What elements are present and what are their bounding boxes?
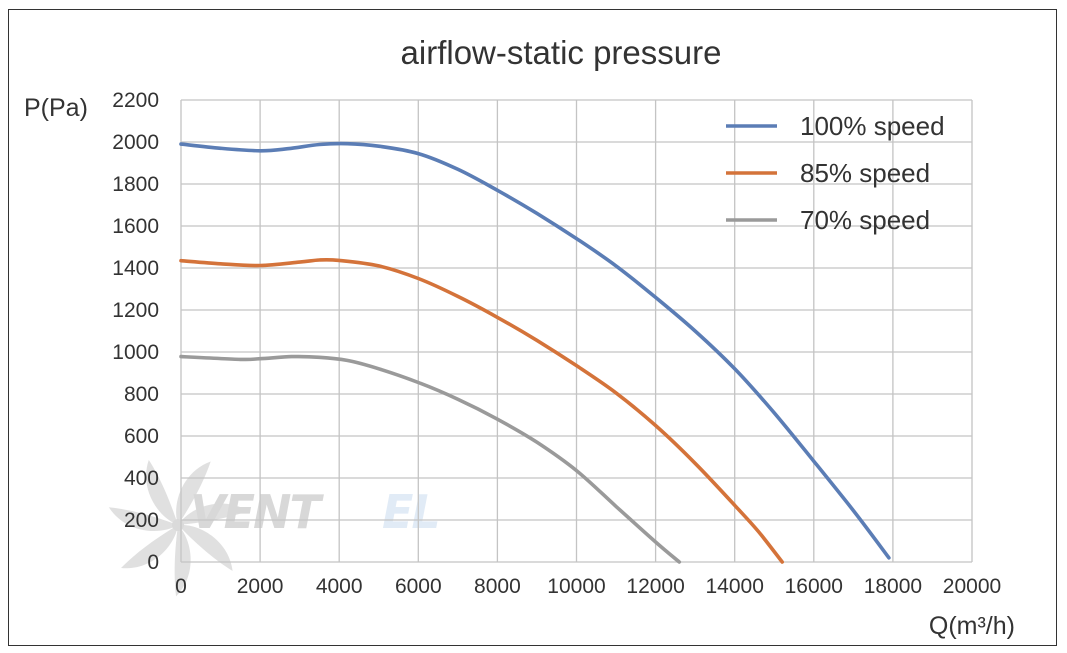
grid (180, 99, 973, 563)
fan-hub (172, 519, 184, 531)
fan-blade (146, 459, 178, 525)
fan-blade (174, 525, 191, 597)
x-tick-label: 12000 (626, 575, 684, 598)
x-tick-label: 20000 (943, 575, 1001, 598)
y-tick-label: 2000 (112, 131, 159, 154)
fan-blade (178, 524, 233, 571)
y-tick-label: 2200 (112, 89, 159, 112)
watermark-text-light: EL (382, 485, 439, 539)
x-axis-ticks: 0 2000 4000 6000 8000 10000 12000 14000 16000 180… (175, 575, 1001, 598)
y-axis-ticks: 0 200 400 600 800 1000 1200 1400 1600 1800 2000 220… (112, 89, 159, 574)
y-tick-label: 400 (124, 467, 159, 490)
x-tick-label: 18000 (864, 575, 922, 598)
y-axis-label: P(Pa) (24, 94, 88, 122)
chart-title: airflow-static pressure (401, 34, 722, 71)
y-tick-label: 1400 (112, 257, 159, 280)
y-tick-label: 200 (124, 509, 159, 532)
y-tick-label: 800 (124, 383, 159, 406)
y-tick-label: 1000 (112, 341, 159, 364)
x-tick-label: 4000 (316, 575, 363, 598)
x-axis-label: Q(m³/h) (929, 612, 1015, 640)
x-tick-label: 14000 (705, 575, 763, 598)
legend: 100% speed 85% speed 70% speed (726, 111, 945, 235)
y-tick-label: 0 (147, 551, 159, 574)
x-tick-label: 10000 (547, 575, 605, 598)
series-lines (179, 141, 891, 564)
y-tick-label: 600 (124, 425, 159, 448)
x-tick-label: 2000 (237, 575, 284, 598)
x-tick-label: 8000 (474, 575, 521, 598)
series-line-2 (179, 257, 784, 564)
fan-blade (108, 507, 178, 531)
y-tick-label: 1200 (112, 299, 159, 322)
y-tick-label: 1600 (112, 215, 159, 238)
legend-label-3: 70% speed (800, 205, 930, 235)
legend-label-1: 100% speed (800, 111, 945, 141)
x-tick-label: 16000 (785, 575, 843, 598)
legend-label-2: 85% speed (800, 158, 930, 188)
watermark-text-dark: VENT (190, 485, 325, 539)
fan-blade (121, 525, 178, 569)
x-tick-label: 6000 (395, 575, 442, 598)
x-tick-label: 0 (175, 575, 187, 598)
y-tick-label: 1800 (112, 173, 159, 196)
series-line-1 (179, 141, 891, 560)
series-line-3 (179, 354, 682, 564)
